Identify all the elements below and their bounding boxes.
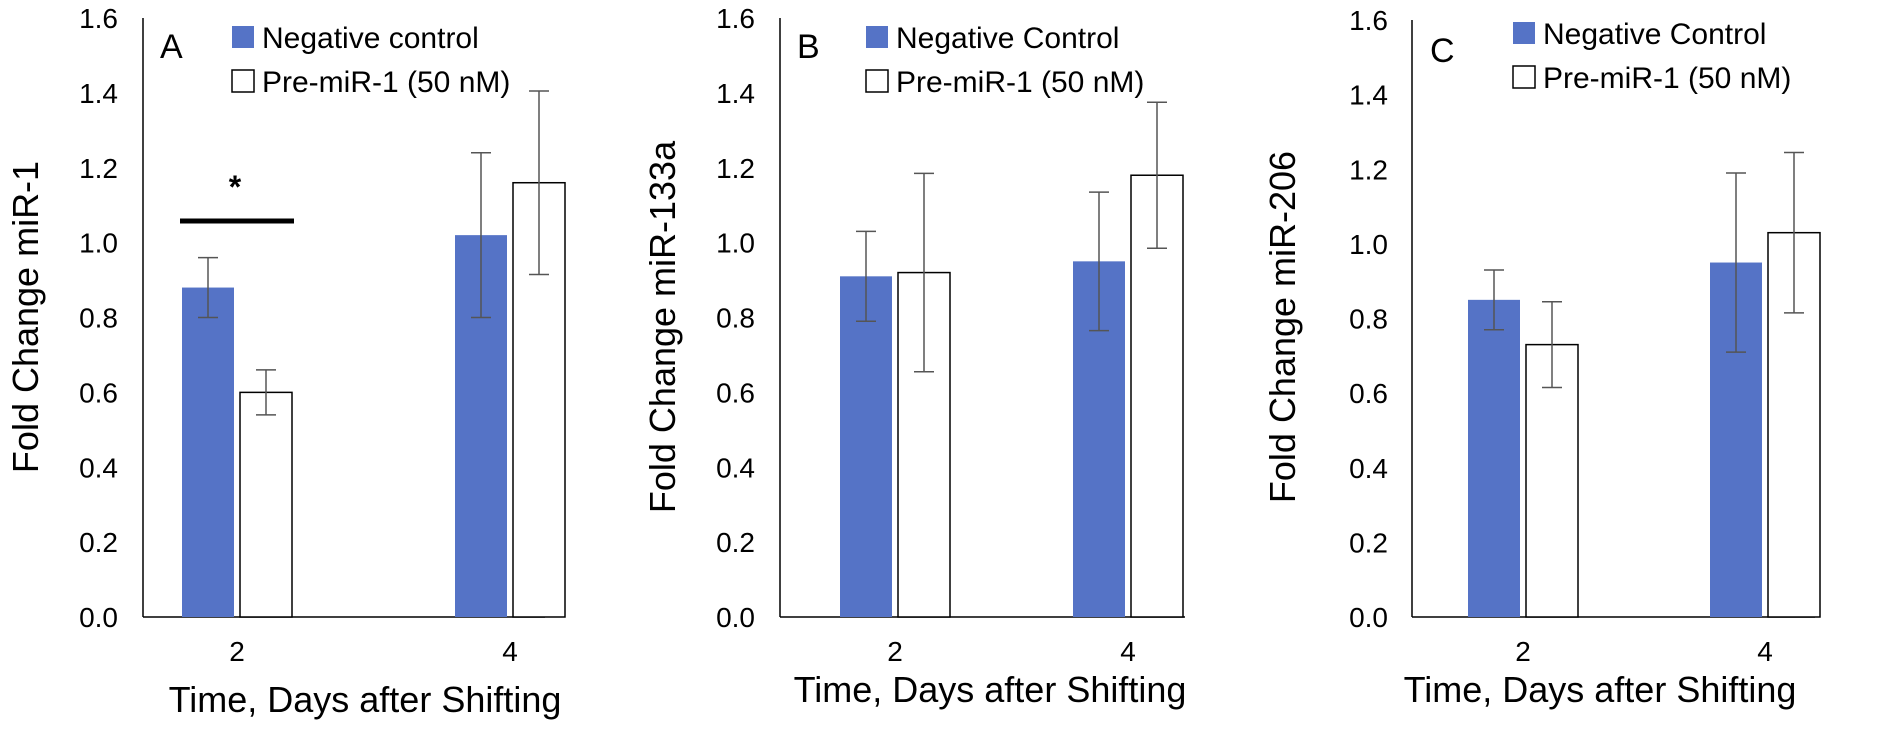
bar-negative-day2 [840, 276, 892, 617]
x-axis-label: Time, Days after Shifting [794, 669, 1187, 710]
y-axis-label: Fold Change miR-133a [642, 140, 683, 513]
panel-letter: A [160, 28, 183, 66]
panel-letter: B [797, 28, 820, 66]
y-tick-label: 1.2 [1349, 154, 1388, 185]
chart-panel-a: 0.0 0.2 0.4 0.6 0.8 1.0 1.2 1.4 1.6 2 4 * Fold Chang… [5, 3, 566, 720]
y-tick-label: 0.0 [79, 602, 118, 633]
y-tick-label: 1.6 [716, 3, 755, 34]
y-tick-label: 1.6 [1349, 5, 1388, 36]
y-tick-label: 1.4 [1349, 80, 1388, 111]
legend-label-negative: Negative Control [896, 22, 1119, 55]
y-tick-label: 0.4 [1349, 453, 1388, 484]
x-tick-label: 2 [229, 636, 245, 667]
y-tick-label: 1.0 [79, 228, 118, 259]
bar-pre-mir1-day2 [239, 391, 293, 618]
legend-label-pre-mir1: Pre-miR-1 (50 nM) [896, 66, 1144, 99]
y-tick-label: 1.2 [79, 153, 118, 184]
legend-swatch-pre-mir1 [1512, 65, 1536, 89]
y-tick-label: 0.2 [79, 527, 118, 558]
legend-label-negative: Negative control [262, 22, 479, 55]
y-tick-label: 1.0 [716, 228, 755, 259]
legend-swatch-negative [232, 26, 254, 48]
y-tick-label: 1.2 [716, 153, 755, 184]
y-tick-label: 0.4 [79, 452, 118, 483]
y-tick-label: 0.8 [1349, 304, 1388, 335]
y-axis-label: Fold Change miR-1 [5, 161, 46, 473]
y-tick-label: 0.8 [716, 303, 755, 334]
bar-negative-day2 [1468, 299, 1520, 617]
legend-swatch-negative [1513, 22, 1535, 44]
y-tick-label: 0.0 [1349, 602, 1388, 633]
legend-label-pre-mir1: Pre-miR-1 (50 nM) [1543, 62, 1791, 95]
y-axis-label: Fold Change miR-206 [1262, 151, 1303, 503]
y-tick-label: 0.2 [1349, 527, 1388, 558]
x-tick-label: 4 [1757, 636, 1773, 667]
panel-letter: C [1430, 32, 1455, 70]
legend-swatch-pre-mir1 [231, 69, 255, 93]
y-tick-label: 1.4 [79, 78, 118, 109]
y-tick-label: 0.6 [716, 377, 755, 408]
x-tick-label: 2 [887, 636, 903, 667]
y-tick-label: 1.0 [1349, 229, 1388, 260]
y-tick-label: 0.6 [79, 377, 118, 408]
y-tick-label: 0.2 [716, 527, 755, 558]
chart-panel-c: 0.0 0.2 0.4 0.6 0.8 1.0 1.2 1.4 1.6 2 4 Fold Change… [1262, 5, 1821, 710]
y-tick-label: 0.6 [1349, 378, 1388, 409]
bar-negative-day2 [182, 287, 234, 617]
x-tick-label: 4 [1120, 636, 1136, 667]
bar-pre-mir1-day2 [1525, 343, 1579, 618]
legend-swatch-pre-mir1 [865, 69, 889, 93]
chart-panel-b: 0.0 0.2 0.4 0.6 0.8 1.0 1.2 1.4 1.6 2 4 Fold Change… [642, 3, 1186, 710]
x-axis-label: Time, Days after Shifting [169, 679, 562, 720]
y-tick-label: 1.4 [716, 78, 755, 109]
y-tick-label: 0.8 [79, 303, 118, 334]
significance-asterisk: * [229, 169, 242, 205]
y-tick-label: 0.4 [716, 452, 755, 483]
y-tick-label: 0.0 [716, 602, 755, 633]
legend-label-negative: Negative Control [1543, 18, 1766, 51]
legend-swatch-negative [866, 26, 888, 48]
x-tick-label: 2 [1515, 636, 1531, 667]
y-tick-label: 1.6 [79, 3, 118, 34]
legend-label-pre-mir1: Pre-miR-1 (50 nM) [262, 66, 510, 99]
x-axis-label: Time, Days after Shifting [1404, 669, 1797, 710]
x-tick-label: 4 [502, 636, 518, 667]
